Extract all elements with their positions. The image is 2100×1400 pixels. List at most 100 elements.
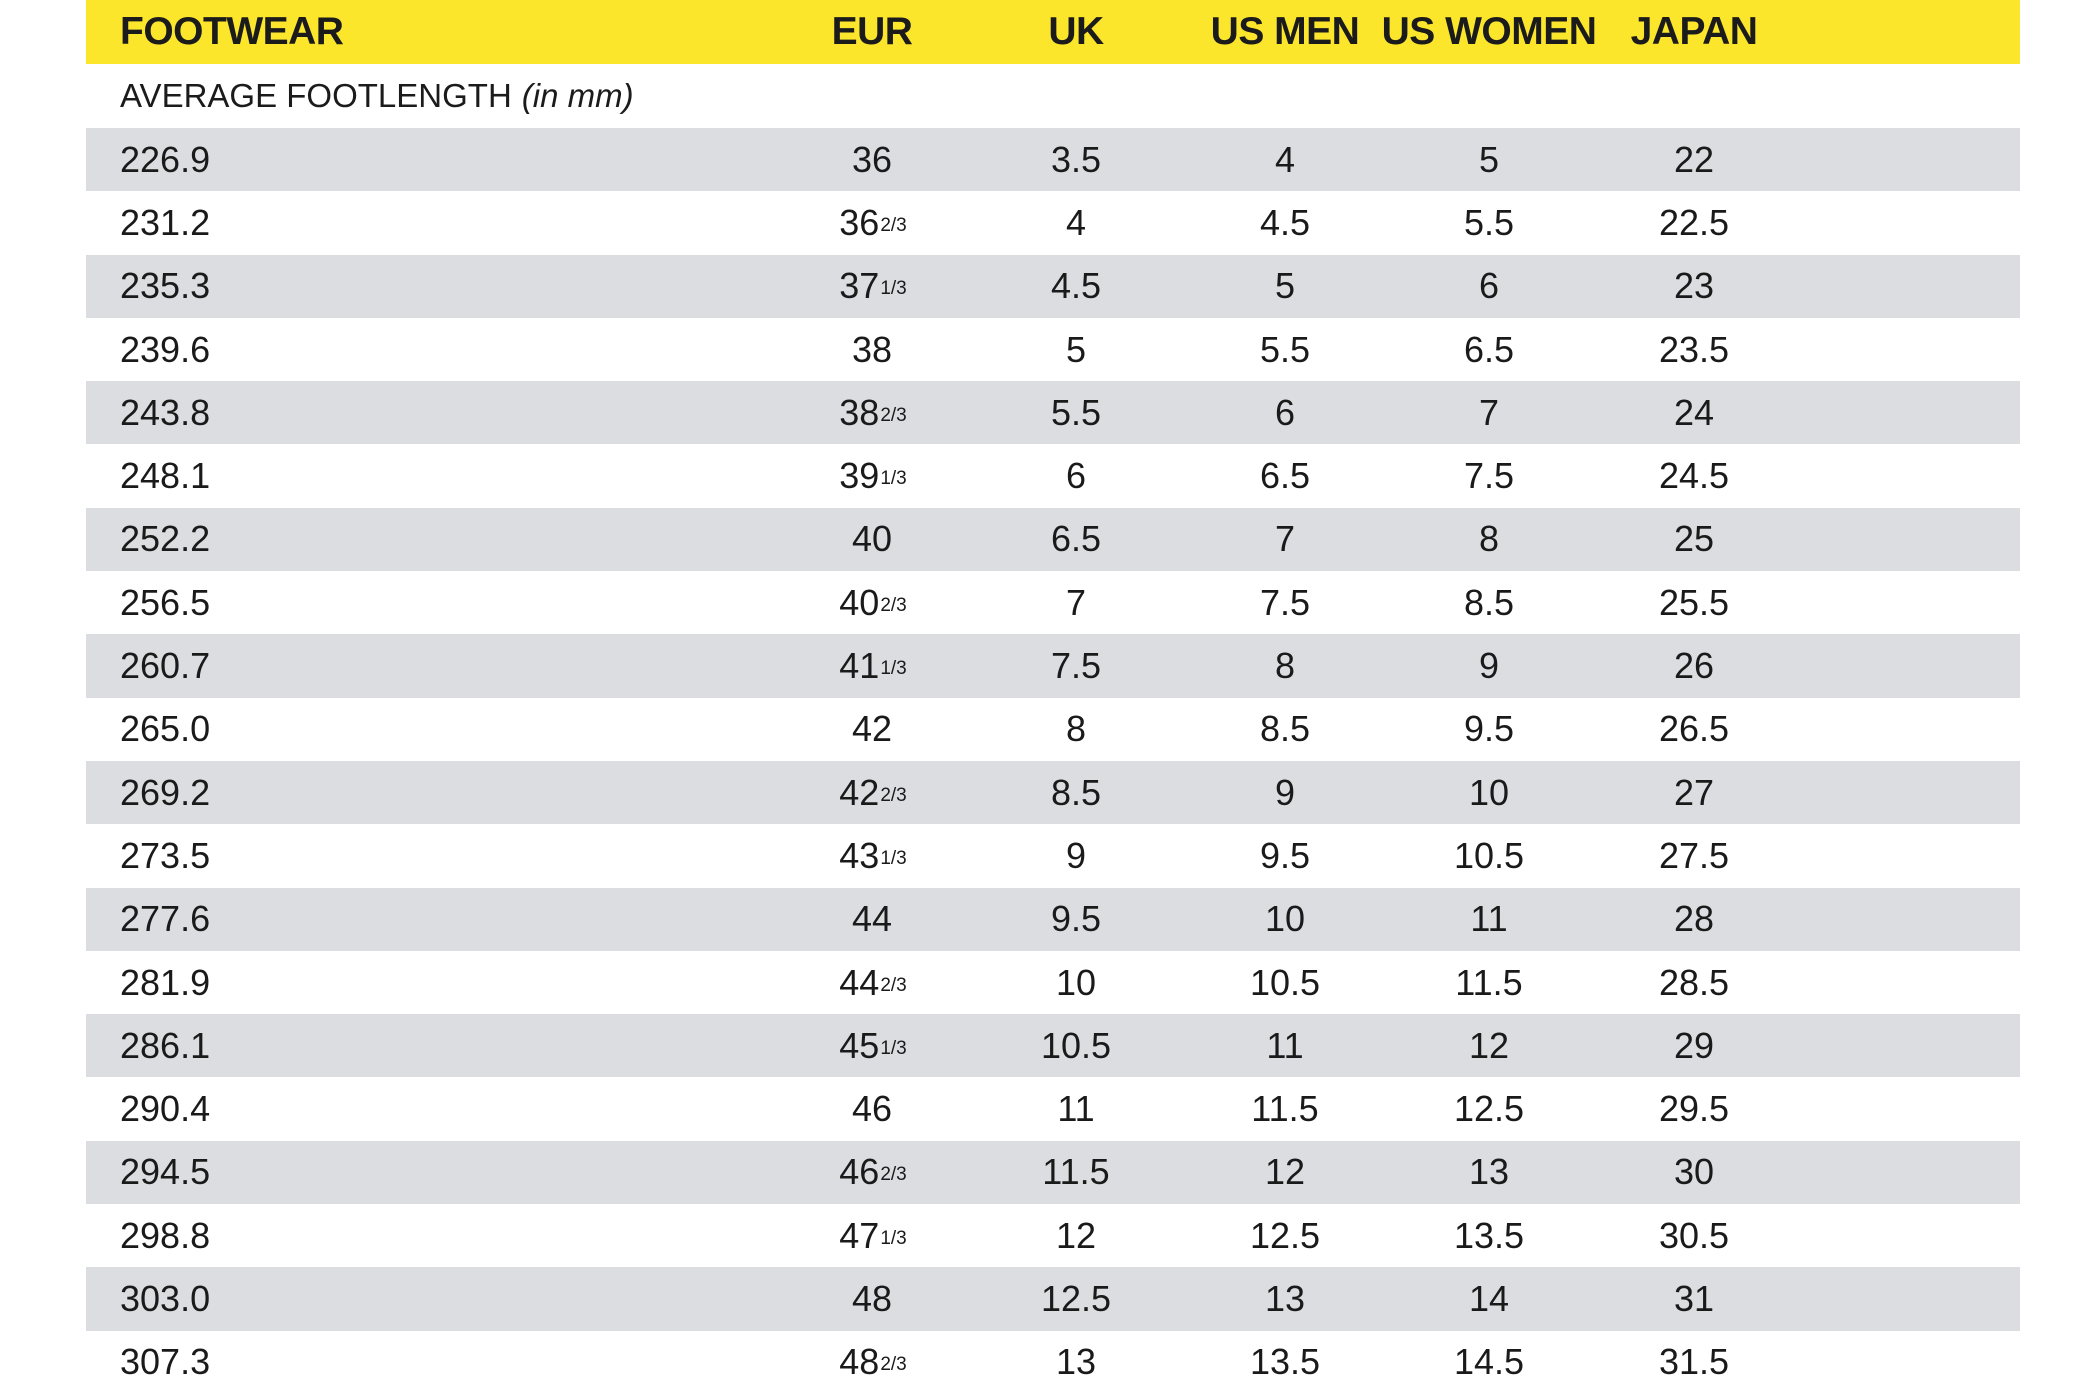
cell-us-women: 8 [1478,518,1500,560]
table-row: 260.7 41 1/3 7.5 8 9 26 [86,634,2020,698]
cell-japan: 22.5 [1658,201,1730,243]
cell-uk: 7.5 [1050,645,1102,687]
header-uk: UK [1048,10,1104,53]
cell-us-men: 8 [1274,645,1296,687]
cell-eur: 38 2/3 [772,381,972,444]
table-row: 235.3 37 1/3 4.5 5 6 23 [86,254,2020,318]
table-row: 298.8 47 1/3 12 12.5 13.5 30.5 [86,1204,2020,1268]
cell-eur: 47 1/3 [772,1204,972,1267]
header-us-men: US MEN [1210,10,1360,53]
cell-footlength: 243.8 [120,391,211,433]
eur-whole: 36 [839,201,880,243]
cell-japan: 26.5 [1658,708,1730,750]
cell-eur: 37 1/3 [772,255,972,318]
cell-footlength: 248.1 [120,455,211,497]
cell-uk: 9 [1065,834,1087,876]
eur-whole: 40 [839,581,880,623]
eur-value-wrap: 48 [852,1278,892,1320]
eur-whole: 40 [851,518,893,560]
eur-value-wrap: 46 [852,1088,892,1130]
cell-japan: 29.5 [1658,1088,1730,1130]
cell-us-men: 10.5 [1249,961,1321,1003]
cell-eur: 40 2/3 [772,571,972,634]
cell-uk: 11 [1057,1088,1095,1130]
eur-whole: 42 [839,771,880,813]
cell-us-women: 9.5 [1463,708,1515,750]
cell-us-women: 12.5 [1453,1088,1525,1130]
eur-fraction: 1/3 [880,1037,907,1059]
cell-eur: 46 [772,1077,972,1140]
cell-us-women: 11.5 [1455,961,1523,1003]
cell-footlength: 260.7 [120,645,211,687]
header-us-women: US WOMEN [1381,10,1597,53]
table-row: 226.9 36 3.5 4 5 22 [86,128,2020,192]
eur-fraction: 1/3 [880,1227,907,1249]
cell-eur: 36 2/3 [772,191,972,254]
cell-footlength: 307.3 [120,1341,211,1383]
eur-value-wrap: 48 2/3 [839,1341,906,1383]
cell-us-men: 7 [1274,518,1296,560]
eur-whole: 37 [839,265,880,307]
cell-us-women: 5 [1478,138,1500,180]
cell-us-women: 12 [1468,1024,1510,1066]
cell-japan: 25.5 [1658,581,1730,623]
cell-uk: 7 [1065,581,1087,623]
cell-footlength: 298.8 [120,1214,211,1256]
subheader-label: AVERAGE FOOTLENGTH [120,77,512,114]
subheader-cell: AVERAGE FOOTLENGTH (in mm) [120,64,634,128]
cell-japan: 26 [1673,645,1715,687]
eur-whole: 39 [839,455,880,497]
eur-value-wrap: 42 2/3 [839,772,906,814]
cell-us-men: 4.5 [1259,201,1311,243]
cell-uk: 12.5 [1040,1277,1112,1319]
eur-value-wrap: 40 [852,518,892,560]
cell-footlength: 226.9 [120,138,211,180]
cell-us-women: 14.5 [1453,1341,1525,1383]
cell-footlength: 256.5 [120,581,211,623]
cell-us-women: 14 [1468,1277,1510,1319]
cell-eur: 41 1/3 [772,634,972,697]
cell-footlength: 273.5 [120,834,211,876]
cell-eur: 46 2/3 [772,1141,972,1204]
eur-whole: 41 [839,645,880,687]
cell-japan: 30 [1673,1151,1715,1193]
cell-eur: 48 2/3 [772,1331,972,1394]
cell-uk: 8 [1065,708,1087,750]
table-body: 226.9 36 3.5 4 5 22 231.2 36 2/3 4 4.5 5.5 22.5 235.3… [86,128,2020,1394]
cell-uk: 13 [1055,1341,1097,1383]
table-row: 252.2 40 6.5 7 8 25 [86,507,2020,572]
cell-us-men: 5 [1274,265,1296,307]
cell-us-men: 13 [1264,1277,1306,1319]
cell-uk: 3.5 [1050,138,1102,180]
eur-whole: 43 [839,834,880,876]
eur-fraction: 1/3 [880,658,907,680]
eur-value-wrap: 44 [852,898,892,940]
cell-us-men: 12.5 [1249,1214,1321,1256]
cell-japan: 31.5 [1658,1341,1730,1383]
cell-footlength: 286.1 [120,1024,211,1066]
eur-whole: 42 [851,708,893,750]
cell-us-men: 7.5 [1259,581,1311,623]
eur-whole: 46 [839,1151,880,1193]
table-row: 269.2 42 2/3 8.5 9 10 27 [86,760,2020,825]
cell-uk: 6.5 [1050,518,1102,560]
cell-uk: 5 [1065,328,1087,370]
cell-japan: 31 [1673,1277,1715,1319]
cell-japan: 23 [1673,265,1715,307]
cell-us-women: 7.5 [1463,455,1515,497]
eur-fraction: 2/3 [880,1164,907,1186]
table-row: 243.8 38 2/3 5.5 6 7 24 [86,381,2020,445]
header-footwear: FOOTWEAR [120,10,344,53]
cell-us-women: 13.5 [1453,1214,1525,1256]
cell-japan: 28.5 [1658,961,1730,1003]
eur-fraction: 1/3 [880,847,907,869]
cell-uk: 12 [1055,1214,1097,1256]
eur-fraction: 2/3 [880,404,907,426]
eur-value-wrap: 44 2/3 [839,962,906,1004]
cell-eur: 43 1/3 [772,824,972,887]
cell-japan: 23.5 [1658,328,1730,370]
table-header-row: FOOTWEAR EUR UK US MEN US WOMEN JAPAN [86,0,2020,64]
subheader-unit: (in mm) [521,77,634,114]
cell-uk: 9.5 [1050,898,1102,940]
cell-japan: 22 [1673,138,1715,180]
